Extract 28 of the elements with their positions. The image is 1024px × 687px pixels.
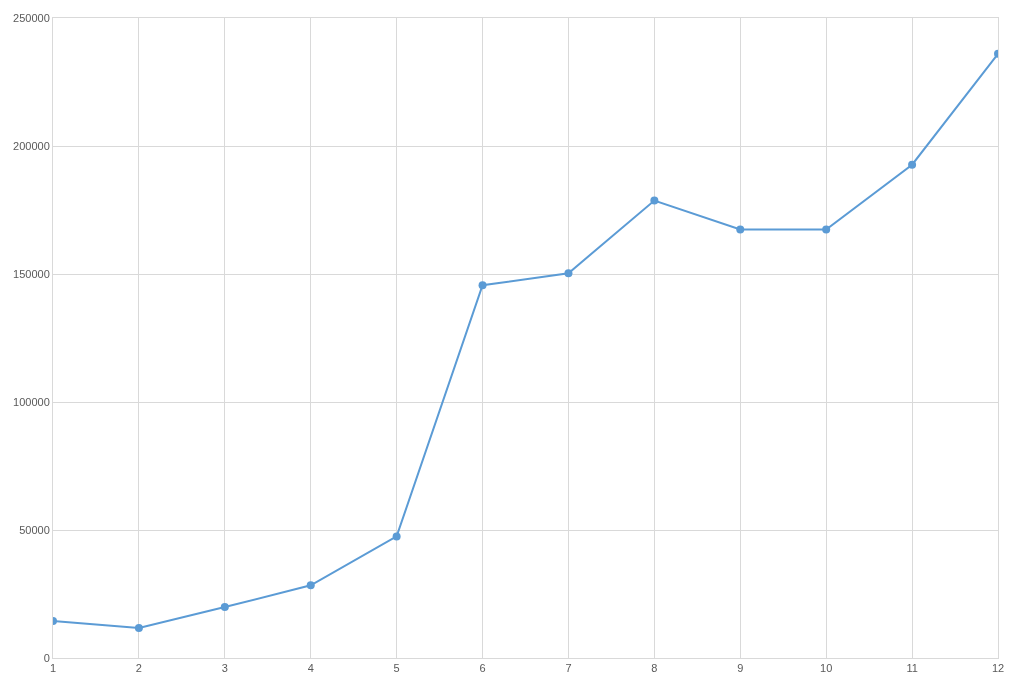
x-tick-label: 9: [737, 662, 744, 675]
point: [564, 269, 573, 278]
x-tick-label: 3: [221, 662, 228, 675]
x-tick-label: 7: [565, 662, 572, 675]
x-tick-label: 10: [820, 662, 833, 675]
point: [908, 160, 917, 169]
x-tick-label: 8: [651, 662, 658, 675]
y-tick-label: 0: [43, 651, 50, 664]
point: [478, 281, 487, 290]
x-tick-label: 4: [307, 662, 314, 675]
x-tick-label: 12: [991, 662, 1005, 675]
point: [822, 225, 831, 234]
point: [220, 603, 229, 612]
point: [306, 581, 315, 590]
point: [392, 532, 401, 541]
y-tick-label: 150000: [13, 267, 50, 280]
y-tick-label: 250000: [13, 11, 50, 24]
point: [134, 624, 143, 633]
x-tick-label: 6: [479, 662, 486, 675]
y-tick-label: 100000: [13, 395, 50, 408]
x-tick-label: 5: [393, 662, 400, 675]
y-tick-label: 50000: [19, 523, 50, 536]
point: [650, 196, 659, 205]
x-tick-label: 2: [135, 662, 142, 675]
point: [736, 225, 745, 234]
y-tick-label: 200000: [13, 139, 50, 152]
x-tick-label: 1: [49, 662, 57, 675]
x-tick-label: 11: [906, 662, 918, 675]
